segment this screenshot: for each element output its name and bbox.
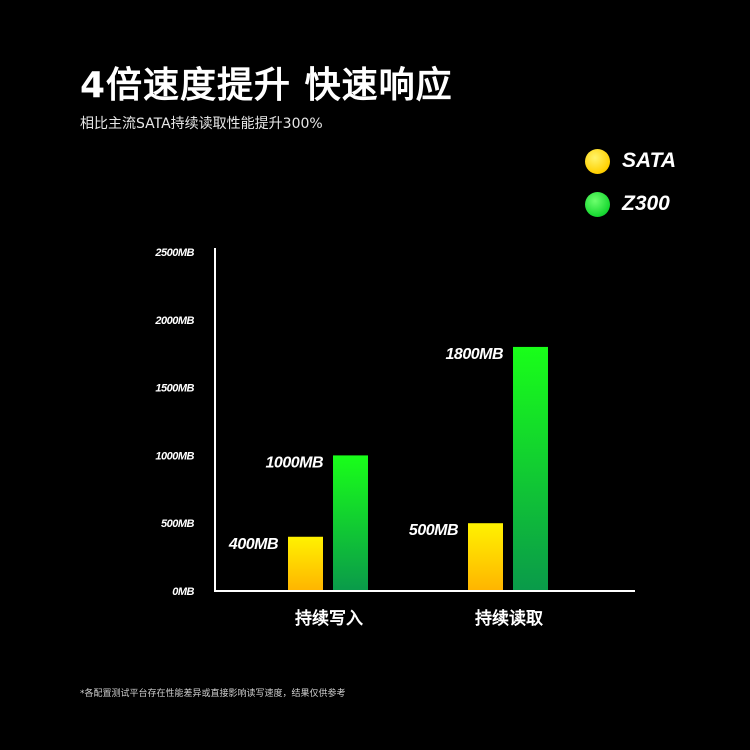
bar-sata-0 xyxy=(288,536,323,591)
page-subtitle: 相比主流SATA持续读取性能提升300% xyxy=(80,116,323,132)
value-label-z300-0: 1000MB xyxy=(266,454,323,471)
value-labels: 400MB 1000MB 500MB 1800MB xyxy=(228,346,504,553)
legend-label-sata: SATA xyxy=(622,149,677,172)
y-axis-ticks: 0MB 500MB 1000MB 1500MB 2000MB 2500MB xyxy=(154,247,195,598)
legend-item-sata: SATA xyxy=(585,146,676,176)
bars xyxy=(288,346,548,591)
y-tick-label: 2500MB xyxy=(154,247,194,259)
legend-item-z300: Z300 xyxy=(585,189,676,219)
y-tick-label: 0MB xyxy=(172,586,194,598)
y-tick-label: 1500MB xyxy=(155,383,194,395)
value-label-sata-1: 500MB xyxy=(409,522,458,539)
category-labels: 持续写入 持续读取 xyxy=(295,608,543,629)
legend-dot-sata-icon xyxy=(585,148,610,174)
category-label-0: 持续写入 xyxy=(295,608,363,629)
y-tick-label: 500MB xyxy=(161,518,195,530)
value-label-z300-1: 1800MB xyxy=(446,346,503,363)
legend-dot-z300-icon xyxy=(585,191,610,217)
footnote: *各配置测试平台存在性能差异或直接影响读写速度，结果仅供参考 xyxy=(80,689,346,699)
bar-z300-0 xyxy=(333,455,368,591)
legend-label-z300: Z300 xyxy=(622,192,670,215)
category-label-1: 持续读取 xyxy=(475,608,543,629)
value-label-sata-0: 400MB xyxy=(228,536,278,553)
y-tick-label: 2000MB xyxy=(154,315,194,327)
y-tick-label: 1000MB xyxy=(155,450,194,462)
page-title: 4倍速度提升 快速响应 xyxy=(80,65,453,106)
chart-legend: SATA Z300 xyxy=(585,146,676,232)
bar-sata-1 xyxy=(468,523,503,591)
bar-z300-1 xyxy=(513,346,548,591)
